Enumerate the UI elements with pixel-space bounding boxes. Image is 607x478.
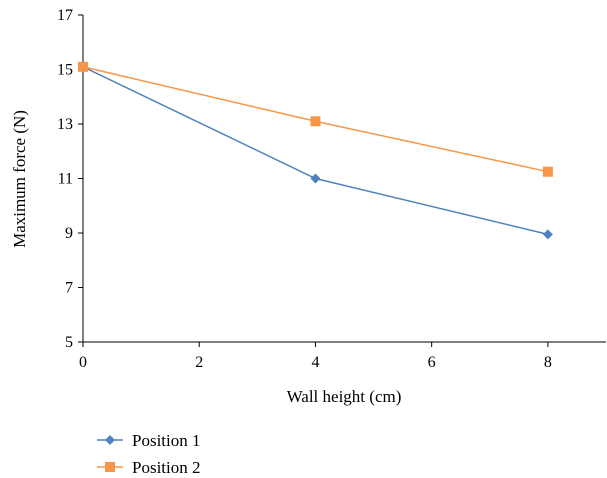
series-2 <box>78 61 553 177</box>
data-point <box>310 173 321 184</box>
y-tick-label: 7 <box>65 280 73 297</box>
legend-item: Position 1 <box>97 431 201 450</box>
chart-axes: 5 7 9 11 13 15 17 0 2 4 6 8 <box>57 7 606 371</box>
x-tick-label: 4 <box>311 354 319 371</box>
legend-marker <box>105 435 115 445</box>
x-tick-label: 0 <box>79 354 87 371</box>
data-point <box>310 116 321 127</box>
legend-item: Position 2 <box>97 458 201 477</box>
y-tick-label: 11 <box>58 171 73 188</box>
series-line <box>82 66 549 236</box>
data-point <box>542 166 553 177</box>
legend-label: Position 1 <box>132 431 201 450</box>
y-tick-label: 13 <box>57 116 73 133</box>
data-point <box>78 61 88 72</box>
x-tick-label: 6 <box>428 354 436 371</box>
y-tick-label: 15 <box>57 62 73 79</box>
chart-legend: Position 1 Position 2 <box>97 431 201 477</box>
x-tick-label: 8 <box>544 354 552 371</box>
data-point <box>542 229 553 240</box>
y-tick-label: 17 <box>57 7 73 24</box>
legend-marker <box>105 462 115 472</box>
x-axis-title: Wall height (cm) <box>287 387 402 406</box>
series-1 <box>78 61 553 240</box>
y-tick-label: 5 <box>65 334 73 351</box>
x-tick-label: 2 <box>195 354 203 371</box>
y-axis-title: Maximum force (N) <box>10 110 29 248</box>
legend-label: Position 2 <box>132 458 201 477</box>
y-tick-label: 9 <box>65 225 73 242</box>
chart-series <box>78 61 553 240</box>
